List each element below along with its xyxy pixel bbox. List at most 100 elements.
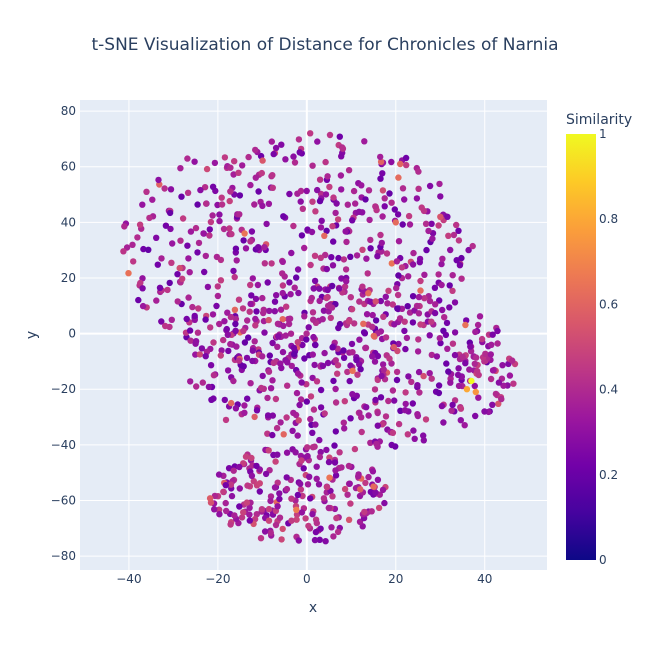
- scatter-point: [307, 393, 315, 400]
- scatter-point: [201, 268, 208, 276]
- scatter-point: [282, 332, 289, 339]
- scatter-point: [325, 458, 333, 466]
- scatter-point: [274, 343, 281, 350]
- scatter-point: [168, 316, 175, 323]
- scatter-point: [277, 419, 284, 426]
- scatter-point: [449, 401, 456, 409]
- scatter-point: [329, 344, 336, 351]
- scatter-point: [156, 284, 164, 291]
- scatter-point: [208, 396, 215, 403]
- scatter-point: [321, 349, 328, 357]
- scatter-point: [316, 197, 324, 205]
- scatter-point: [207, 218, 215, 226]
- scatter-point: [388, 360, 395, 367]
- scatter-point: [405, 212, 413, 220]
- scatter-point: [218, 347, 225, 354]
- scatter-point: [235, 169, 242, 176]
- scatter-point: [428, 351, 435, 359]
- scatter-point: [265, 200, 273, 207]
- scatter-point: [230, 467, 237, 474]
- scatter-point: [223, 325, 230, 333]
- scatter-point: [264, 412, 272, 419]
- scatter-point: [177, 237, 184, 244]
- scatter-point: [146, 214, 153, 222]
- scatter-point: [139, 302, 147, 310]
- scatter-point: [393, 376, 401, 384]
- scatter-point: [357, 366, 364, 373]
- scatter-point: [399, 185, 407, 192]
- scatter-point: [134, 234, 141, 241]
- scatter-point: [344, 368, 351, 376]
- scatter-point: [451, 299, 459, 306]
- scatter-point: [364, 270, 371, 277]
- scatter-point: [272, 144, 280, 152]
- scatter-point: [289, 427, 296, 434]
- scatter-point: [218, 201, 226, 208]
- scatter-point: [381, 195, 388, 202]
- scatter-point: [443, 360, 450, 367]
- scatter-point: [259, 294, 266, 302]
- scatter-point: [283, 303, 290, 310]
- scatter-point: [224, 367, 232, 374]
- colorbar-gradient: [566, 134, 596, 560]
- scatter-point: [279, 258, 286, 265]
- scatter-point: [402, 400, 409, 408]
- scatter-point: [255, 244, 262, 251]
- scatter-point: [381, 499, 388, 507]
- scatter-point: [225, 347, 232, 355]
- scatter-point: [317, 448, 324, 456]
- scatter-point: [241, 402, 248, 409]
- scatter-point: [174, 298, 181, 305]
- scatter-point: [307, 495, 314, 502]
- scatter-point: [446, 282, 453, 289]
- scatter-point: [453, 257, 460, 264]
- scatter-point: [445, 368, 452, 375]
- scatter-point: [306, 473, 313, 480]
- scatter-point: [290, 409, 297, 417]
- scatter-point: [271, 484, 279, 491]
- scatter-point: [363, 255, 370, 262]
- scatter-point: [248, 472, 256, 479]
- scatter-point: [320, 495, 328, 502]
- x-tick-label: −40: [116, 572, 141, 586]
- scatter-point: [375, 504, 383, 512]
- scatter-point: [363, 311, 371, 318]
- scatter-point: [365, 187, 373, 194]
- scatter-point: [362, 479, 369, 487]
- scatter-point: [206, 232, 213, 239]
- scatter-point: [162, 322, 169, 330]
- scatter-point: [259, 202, 266, 210]
- scatter-point: [273, 424, 281, 432]
- scatter-point: [436, 297, 443, 304]
- scatter-point: [338, 153, 345, 160]
- scatter-point: [359, 209, 366, 216]
- scatter-point: [401, 318, 408, 325]
- scatter-point: [472, 328, 479, 336]
- scatter-point: [294, 339, 301, 346]
- scatter-point: [386, 190, 393, 197]
- scatter-point: [216, 511, 223, 518]
- scatter-point: [288, 249, 295, 257]
- scatter-point: [405, 273, 412, 280]
- scatter-point: [344, 201, 351, 208]
- scatter-point: [384, 300, 391, 307]
- scatter-point: [495, 379, 503, 386]
- scatter-point: [388, 199, 395, 206]
- scatter-point: [455, 237, 463, 244]
- scatter-point: [155, 176, 162, 184]
- scatter-point: [253, 511, 260, 518]
- scatter-point: [437, 193, 444, 200]
- scatter-point: [487, 351, 494, 358]
- scatter-point: [231, 512, 238, 519]
- scatter-point: [349, 367, 356, 374]
- scatter-point: [383, 250, 391, 257]
- scatter-point: [231, 306, 239, 313]
- scatter-point: [395, 238, 403, 245]
- scatter-point: [336, 449, 343, 456]
- scatter-point: [327, 314, 334, 322]
- scatter-point: [261, 260, 268, 267]
- scatter-point: [185, 255, 192, 262]
- scatter-point: [241, 230, 248, 237]
- scatter-point: [297, 486, 305, 493]
- scatter-point: [275, 333, 282, 340]
